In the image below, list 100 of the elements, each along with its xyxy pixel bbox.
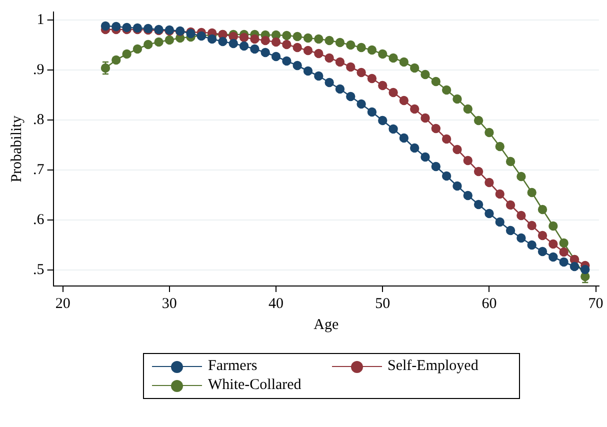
point (378, 49, 388, 59)
point (484, 128, 494, 138)
point (324, 36, 334, 46)
point (271, 52, 281, 62)
point (442, 85, 452, 95)
point (346, 62, 356, 72)
point (324, 78, 334, 88)
point (495, 142, 504, 152)
point (239, 32, 249, 42)
y-axis-title: Probability (8, 115, 25, 182)
point (474, 200, 484, 210)
point (431, 124, 441, 134)
point (484, 208, 494, 218)
y-tick-label: .9 (33, 62, 44, 78)
point (516, 233, 526, 243)
point (346, 92, 356, 102)
point (495, 217, 504, 227)
point (239, 41, 249, 51)
x-tick-label: 60 (482, 296, 497, 312)
point (570, 262, 580, 272)
point (271, 37, 281, 47)
point (112, 55, 121, 65)
point (164, 35, 174, 45)
point (388, 88, 398, 98)
point (154, 37, 164, 47)
y-tick-label: .5 (33, 262, 44, 278)
point (228, 38, 238, 48)
point (420, 113, 430, 123)
x-tick-label: 20 (55, 296, 70, 312)
point (484, 178, 494, 188)
x-tick-label: 40 (268, 296, 284, 312)
point (442, 134, 452, 144)
point (495, 189, 504, 199)
x-tick-label: 30 (162, 296, 177, 312)
point (452, 94, 462, 104)
point (292, 42, 302, 52)
point (292, 32, 302, 42)
point (218, 36, 228, 46)
x-axis-title: Age (314, 316, 339, 333)
point (410, 143, 420, 153)
point (516, 210, 526, 220)
point (463, 156, 472, 166)
point (303, 46, 313, 56)
y-tick-label: 1 (36, 12, 44, 28)
point (132, 44, 142, 54)
point (324, 53, 334, 63)
point (452, 181, 462, 191)
point (335, 84, 345, 94)
point (314, 34, 324, 44)
point (303, 33, 313, 43)
y-tick-label: .8 (33, 112, 44, 128)
point (367, 107, 377, 117)
point (282, 30, 292, 40)
point (474, 166, 484, 176)
point (356, 68, 366, 78)
point (527, 188, 536, 198)
legend-label: Self-Employed (388, 358, 478, 375)
point (420, 70, 430, 80)
point (548, 252, 558, 262)
point (282, 56, 292, 66)
legend-label: White-Collared (208, 377, 302, 394)
point (260, 48, 270, 58)
point (548, 239, 558, 249)
point (431, 162, 441, 172)
point (538, 230, 548, 240)
point (260, 36, 270, 46)
point (420, 152, 430, 162)
point (463, 190, 472, 200)
point (538, 246, 548, 256)
point (399, 57, 409, 67)
point (207, 34, 217, 44)
point (506, 200, 516, 210)
point (474, 116, 484, 126)
point (367, 45, 377, 55)
point (559, 257, 568, 267)
point (452, 144, 462, 154)
point (122, 49, 132, 59)
point (442, 171, 452, 181)
point (431, 76, 441, 86)
point (410, 104, 420, 114)
legend-label: Farmers (208, 358, 258, 375)
point (580, 264, 590, 274)
point (410, 63, 420, 73)
point (388, 124, 398, 134)
point (112, 22, 121, 32)
point (367, 74, 377, 84)
point (303, 66, 313, 76)
point (538, 204, 548, 214)
point (548, 221, 558, 231)
point (527, 220, 536, 230)
point (506, 226, 516, 236)
point (314, 71, 324, 81)
point (506, 156, 516, 166)
point (559, 238, 568, 248)
x-tick-label: 70 (588, 296, 604, 312)
point (144, 40, 153, 50)
point (250, 34, 260, 44)
y-tick-label: .7 (33, 162, 45, 178)
point (388, 53, 398, 63)
point (399, 133, 409, 143)
